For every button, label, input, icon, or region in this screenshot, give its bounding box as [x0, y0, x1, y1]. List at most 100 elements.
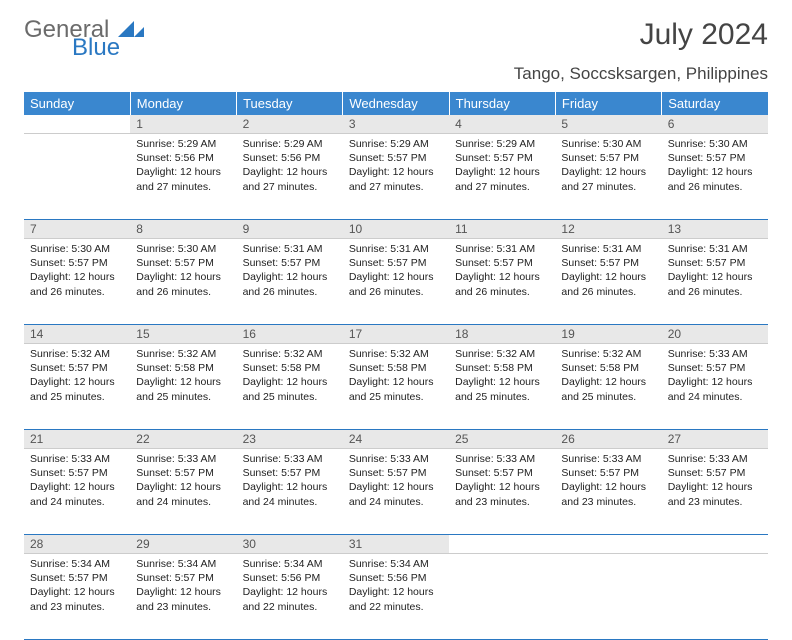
sunset-line: Sunset: 5:58 PM: [561, 361, 655, 375]
day-number-cell: 4: [449, 115, 555, 134]
day-cell: Sunrise: 5:29 AMSunset: 5:56 PMDaylight:…: [130, 134, 236, 220]
day-cell-body: Sunrise: 5:32 AMSunset: 5:58 PMDaylight:…: [449, 344, 555, 408]
weekday-header: Sunday: [24, 92, 130, 115]
day-cell-body: Sunrise: 5:33 AMSunset: 5:57 PMDaylight:…: [24, 449, 130, 513]
daylight-line: Daylight: 12 hours and 27 minutes.: [455, 165, 549, 193]
content-row: Sunrise: 5:29 AMSunset: 5:56 PMDaylight:…: [24, 134, 768, 220]
sunset-line: Sunset: 5:57 PM: [349, 256, 443, 270]
weekday-header: Saturday: [662, 92, 768, 115]
daylight-line: Daylight: 12 hours and 26 minutes.: [243, 270, 337, 298]
day-cell-body: Sunrise: 5:31 AMSunset: 5:57 PMDaylight:…: [343, 239, 449, 303]
sunrise-line: Sunrise: 5:33 AM: [136, 452, 230, 466]
sunset-line: Sunset: 5:57 PM: [243, 466, 337, 480]
day-number-cell: 21: [24, 430, 130, 449]
logo-triangle-icon: [118, 16, 144, 43]
day-cell: [555, 554, 661, 640]
weekday-header: Monday: [130, 92, 236, 115]
daylight-line: Daylight: 12 hours and 26 minutes.: [668, 165, 762, 193]
weekday-header: Wednesday: [343, 92, 449, 115]
sunrise-line: Sunrise: 5:33 AM: [668, 452, 762, 466]
day-cell-body: Sunrise: 5:29 AMSunset: 5:56 PMDaylight:…: [130, 134, 236, 198]
sunrise-line: Sunrise: 5:31 AM: [349, 242, 443, 256]
day-cell: Sunrise: 5:31 AMSunset: 5:57 PMDaylight:…: [237, 239, 343, 325]
sunrise-line: Sunrise: 5:34 AM: [136, 557, 230, 571]
sunrise-line: Sunrise: 5:34 AM: [349, 557, 443, 571]
day-cell-body: Sunrise: 5:32 AMSunset: 5:58 PMDaylight:…: [555, 344, 661, 408]
daynum-row: 21222324252627: [24, 430, 768, 449]
daylight-line: Daylight: 12 hours and 27 minutes.: [243, 165, 337, 193]
day-cell: Sunrise: 5:33 AMSunset: 5:57 PMDaylight:…: [237, 449, 343, 535]
day-number-cell: 11: [449, 220, 555, 239]
day-cell: Sunrise: 5:32 AMSunset: 5:58 PMDaylight:…: [237, 344, 343, 430]
day-cell: Sunrise: 5:33 AMSunset: 5:57 PMDaylight:…: [555, 449, 661, 535]
day-number-cell: 14: [24, 325, 130, 344]
day-cell-body: Sunrise: 5:33 AMSunset: 5:57 PMDaylight:…: [662, 344, 768, 408]
location-line: Tango, Soccsksargen, Philippines: [24, 64, 768, 84]
day-cell-body: Sunrise: 5:29 AMSunset: 5:56 PMDaylight:…: [237, 134, 343, 198]
sunset-line: Sunset: 5:57 PM: [455, 151, 549, 165]
day-number-cell: 18: [449, 325, 555, 344]
sunrise-line: Sunrise: 5:32 AM: [243, 347, 337, 361]
sunrise-line: Sunrise: 5:32 AM: [561, 347, 655, 361]
day-number-cell: 17: [343, 325, 449, 344]
daynum-row: 14151617181920: [24, 325, 768, 344]
day-cell-body: Sunrise: 5:33 AMSunset: 5:57 PMDaylight:…: [343, 449, 449, 513]
day-cell: Sunrise: 5:34 AMSunset: 5:56 PMDaylight:…: [237, 554, 343, 640]
day-number-cell: 20: [662, 325, 768, 344]
day-number-cell: 19: [555, 325, 661, 344]
sunrise-line: Sunrise: 5:32 AM: [136, 347, 230, 361]
day-number-cell: [24, 115, 130, 134]
day-cell-body: Sunrise: 5:31 AMSunset: 5:57 PMDaylight:…: [237, 239, 343, 303]
sunset-line: Sunset: 5:57 PM: [349, 466, 443, 480]
sunrise-line: Sunrise: 5:30 AM: [30, 242, 124, 256]
sunrise-line: Sunrise: 5:33 AM: [243, 452, 337, 466]
sunset-line: Sunset: 5:57 PM: [30, 256, 124, 270]
day-number-cell: 15: [130, 325, 236, 344]
sunset-line: Sunset: 5:58 PM: [136, 361, 230, 375]
daylight-line: Daylight: 12 hours and 26 minutes.: [561, 270, 655, 298]
daylight-line: Daylight: 12 hours and 23 minutes.: [561, 480, 655, 508]
daylight-line: Daylight: 12 hours and 24 minutes.: [30, 480, 124, 508]
sunset-line: Sunset: 5:56 PM: [243, 571, 337, 585]
sunset-line: Sunset: 5:56 PM: [349, 571, 443, 585]
day-number-cell: 16: [237, 325, 343, 344]
sunrise-line: Sunrise: 5:31 AM: [668, 242, 762, 256]
day-cell: Sunrise: 5:31 AMSunset: 5:57 PMDaylight:…: [555, 239, 661, 325]
day-number-cell: 8: [130, 220, 236, 239]
day-number-cell: 31: [343, 535, 449, 554]
weekday-header: Tuesday: [237, 92, 343, 115]
day-number-cell: [662, 535, 768, 554]
daylight-line: Daylight: 12 hours and 25 minutes.: [349, 375, 443, 403]
sunrise-line: Sunrise: 5:33 AM: [561, 452, 655, 466]
sunset-line: Sunset: 5:57 PM: [243, 256, 337, 270]
day-number-cell: 25: [449, 430, 555, 449]
daylight-line: Daylight: 12 hours and 25 minutes.: [561, 375, 655, 403]
day-number-cell: 23: [237, 430, 343, 449]
day-cell-body: Sunrise: 5:33 AMSunset: 5:57 PMDaylight:…: [449, 449, 555, 513]
day-cell-body: Sunrise: 5:33 AMSunset: 5:57 PMDaylight:…: [662, 449, 768, 513]
sunset-line: Sunset: 5:57 PM: [668, 361, 762, 375]
day-cell-body: Sunrise: 5:34 AMSunset: 5:56 PMDaylight:…: [343, 554, 449, 618]
day-cell: Sunrise: 5:33 AMSunset: 5:57 PMDaylight:…: [343, 449, 449, 535]
sunrise-line: Sunrise: 5:29 AM: [455, 137, 549, 151]
daylight-line: Daylight: 12 hours and 25 minutes.: [136, 375, 230, 403]
sunrise-line: Sunrise: 5:29 AM: [349, 137, 443, 151]
sunset-line: Sunset: 5:57 PM: [136, 466, 230, 480]
day-cell: Sunrise: 5:34 AMSunset: 5:57 PMDaylight:…: [24, 554, 130, 640]
day-cell: Sunrise: 5:33 AMSunset: 5:57 PMDaylight:…: [449, 449, 555, 535]
sunset-line: Sunset: 5:58 PM: [349, 361, 443, 375]
day-cell: Sunrise: 5:32 AMSunset: 5:57 PMDaylight:…: [24, 344, 130, 430]
daynum-row: 78910111213: [24, 220, 768, 239]
sunset-line: Sunset: 5:58 PM: [455, 361, 549, 375]
sunrise-line: Sunrise: 5:33 AM: [455, 452, 549, 466]
content-row: Sunrise: 5:33 AMSunset: 5:57 PMDaylight:…: [24, 449, 768, 535]
day-cell: [449, 554, 555, 640]
day-number-cell: 27: [662, 430, 768, 449]
day-cell: Sunrise: 5:34 AMSunset: 5:56 PMDaylight:…: [343, 554, 449, 640]
sunrise-line: Sunrise: 5:30 AM: [136, 242, 230, 256]
day-number-cell: 7: [24, 220, 130, 239]
day-number-cell: 29: [130, 535, 236, 554]
day-cell-body: Sunrise: 5:34 AMSunset: 5:56 PMDaylight:…: [237, 554, 343, 618]
day-cell-body: Sunrise: 5:30 AMSunset: 5:57 PMDaylight:…: [662, 134, 768, 198]
content-row: Sunrise: 5:34 AMSunset: 5:57 PMDaylight:…: [24, 554, 768, 640]
